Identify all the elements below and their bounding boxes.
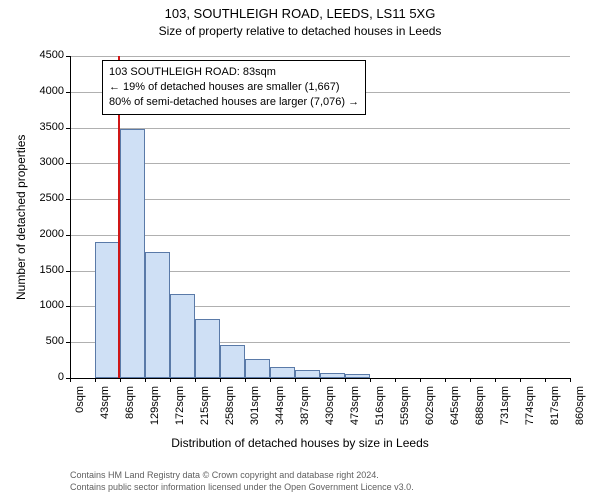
xtick-label: 215sqm xyxy=(199,386,211,430)
xtick xyxy=(445,378,446,382)
xtick-label: 731sqm xyxy=(499,386,511,430)
xtick-label: 473sqm xyxy=(349,386,361,430)
xtick xyxy=(320,378,321,382)
ytick-label: 3500 xyxy=(26,121,64,133)
footer-line: Contains public sector information licen… xyxy=(70,482,414,494)
x-axis-label: Distribution of detached houses by size … xyxy=(0,436,600,450)
ytick-label: 2000 xyxy=(26,228,64,240)
annotation-line: 103 SOUTHLEIGH ROAD: 83sqm xyxy=(109,65,359,80)
xtick xyxy=(220,378,221,382)
gridline xyxy=(70,128,570,129)
xtick xyxy=(170,378,171,382)
xtick xyxy=(70,378,71,382)
xtick-label: 0sqm xyxy=(74,386,86,430)
histogram-bar xyxy=(270,367,295,378)
xtick xyxy=(470,378,471,382)
xtick xyxy=(245,378,246,382)
xtick-label: 43sqm xyxy=(99,386,111,430)
xtick xyxy=(195,378,196,382)
ytick-label: 0 xyxy=(26,371,64,383)
y-axis xyxy=(70,56,71,378)
xtick-label: 860sqm xyxy=(574,386,586,430)
xtick xyxy=(395,378,396,382)
histogram-bar xyxy=(245,359,270,378)
histogram-bar xyxy=(95,242,120,378)
xtick xyxy=(95,378,96,382)
xtick-label: 129sqm xyxy=(149,386,161,430)
xtick-label: 86sqm xyxy=(124,386,136,430)
annotation-line: ← 19% of detached houses are smaller (1,… xyxy=(109,80,359,95)
xtick-label: 172sqm xyxy=(174,386,186,430)
xtick xyxy=(145,378,146,382)
gridline xyxy=(70,199,570,200)
xtick xyxy=(370,378,371,382)
gridline xyxy=(70,163,570,164)
ytick-label: 1000 xyxy=(26,299,64,311)
xtick-label: 559sqm xyxy=(399,386,411,430)
xtick xyxy=(570,378,571,382)
histogram-bar xyxy=(145,252,170,378)
xtick xyxy=(120,378,121,382)
xtick-label: 387sqm xyxy=(299,386,311,430)
histogram-bar xyxy=(170,294,195,378)
chart-subtitle: Size of property relative to detached ho… xyxy=(0,24,600,38)
ytick-label: 3000 xyxy=(26,156,64,168)
xtick-label: 344sqm xyxy=(274,386,286,430)
xtick xyxy=(295,378,296,382)
histogram-bar xyxy=(220,345,245,378)
footer-text: Contains HM Land Registry data © Crown c… xyxy=(70,470,414,493)
xtick-label: 645sqm xyxy=(449,386,461,430)
histogram-bar xyxy=(295,370,320,378)
ytick-label: 4000 xyxy=(26,85,64,97)
xtick-label: 516sqm xyxy=(374,386,386,430)
annotation-line: 80% of semi-detached houses are larger (… xyxy=(109,95,359,110)
footer-line: Contains HM Land Registry data © Crown c… xyxy=(70,470,414,482)
xtick-label: 430sqm xyxy=(324,386,336,430)
xtick xyxy=(495,378,496,382)
ytick-label: 2500 xyxy=(26,192,64,204)
xtick-label: 774sqm xyxy=(524,386,536,430)
xtick-label: 817sqm xyxy=(549,386,561,430)
gridline xyxy=(70,235,570,236)
xtick xyxy=(345,378,346,382)
annotation-box: 103 SOUTHLEIGH ROAD: 83sqm← 19% of detac… xyxy=(102,60,366,115)
xtick xyxy=(520,378,521,382)
xtick xyxy=(270,378,271,382)
xtick xyxy=(545,378,546,382)
ytick-label: 1500 xyxy=(26,264,64,276)
xtick-label: 301sqm xyxy=(249,386,261,430)
xtick-label: 602sqm xyxy=(424,386,436,430)
ytick-label: 4500 xyxy=(26,49,64,61)
histogram-bar xyxy=(195,319,220,378)
xtick xyxy=(420,378,421,382)
chart-title: 103, SOUTHLEIGH ROAD, LEEDS, LS11 5XG xyxy=(0,6,600,21)
xtick-label: 688sqm xyxy=(474,386,486,430)
ytick-label: 500 xyxy=(26,335,64,347)
xtick-label: 258sqm xyxy=(224,386,236,430)
gridline xyxy=(70,56,570,57)
histogram-bar xyxy=(120,129,145,378)
